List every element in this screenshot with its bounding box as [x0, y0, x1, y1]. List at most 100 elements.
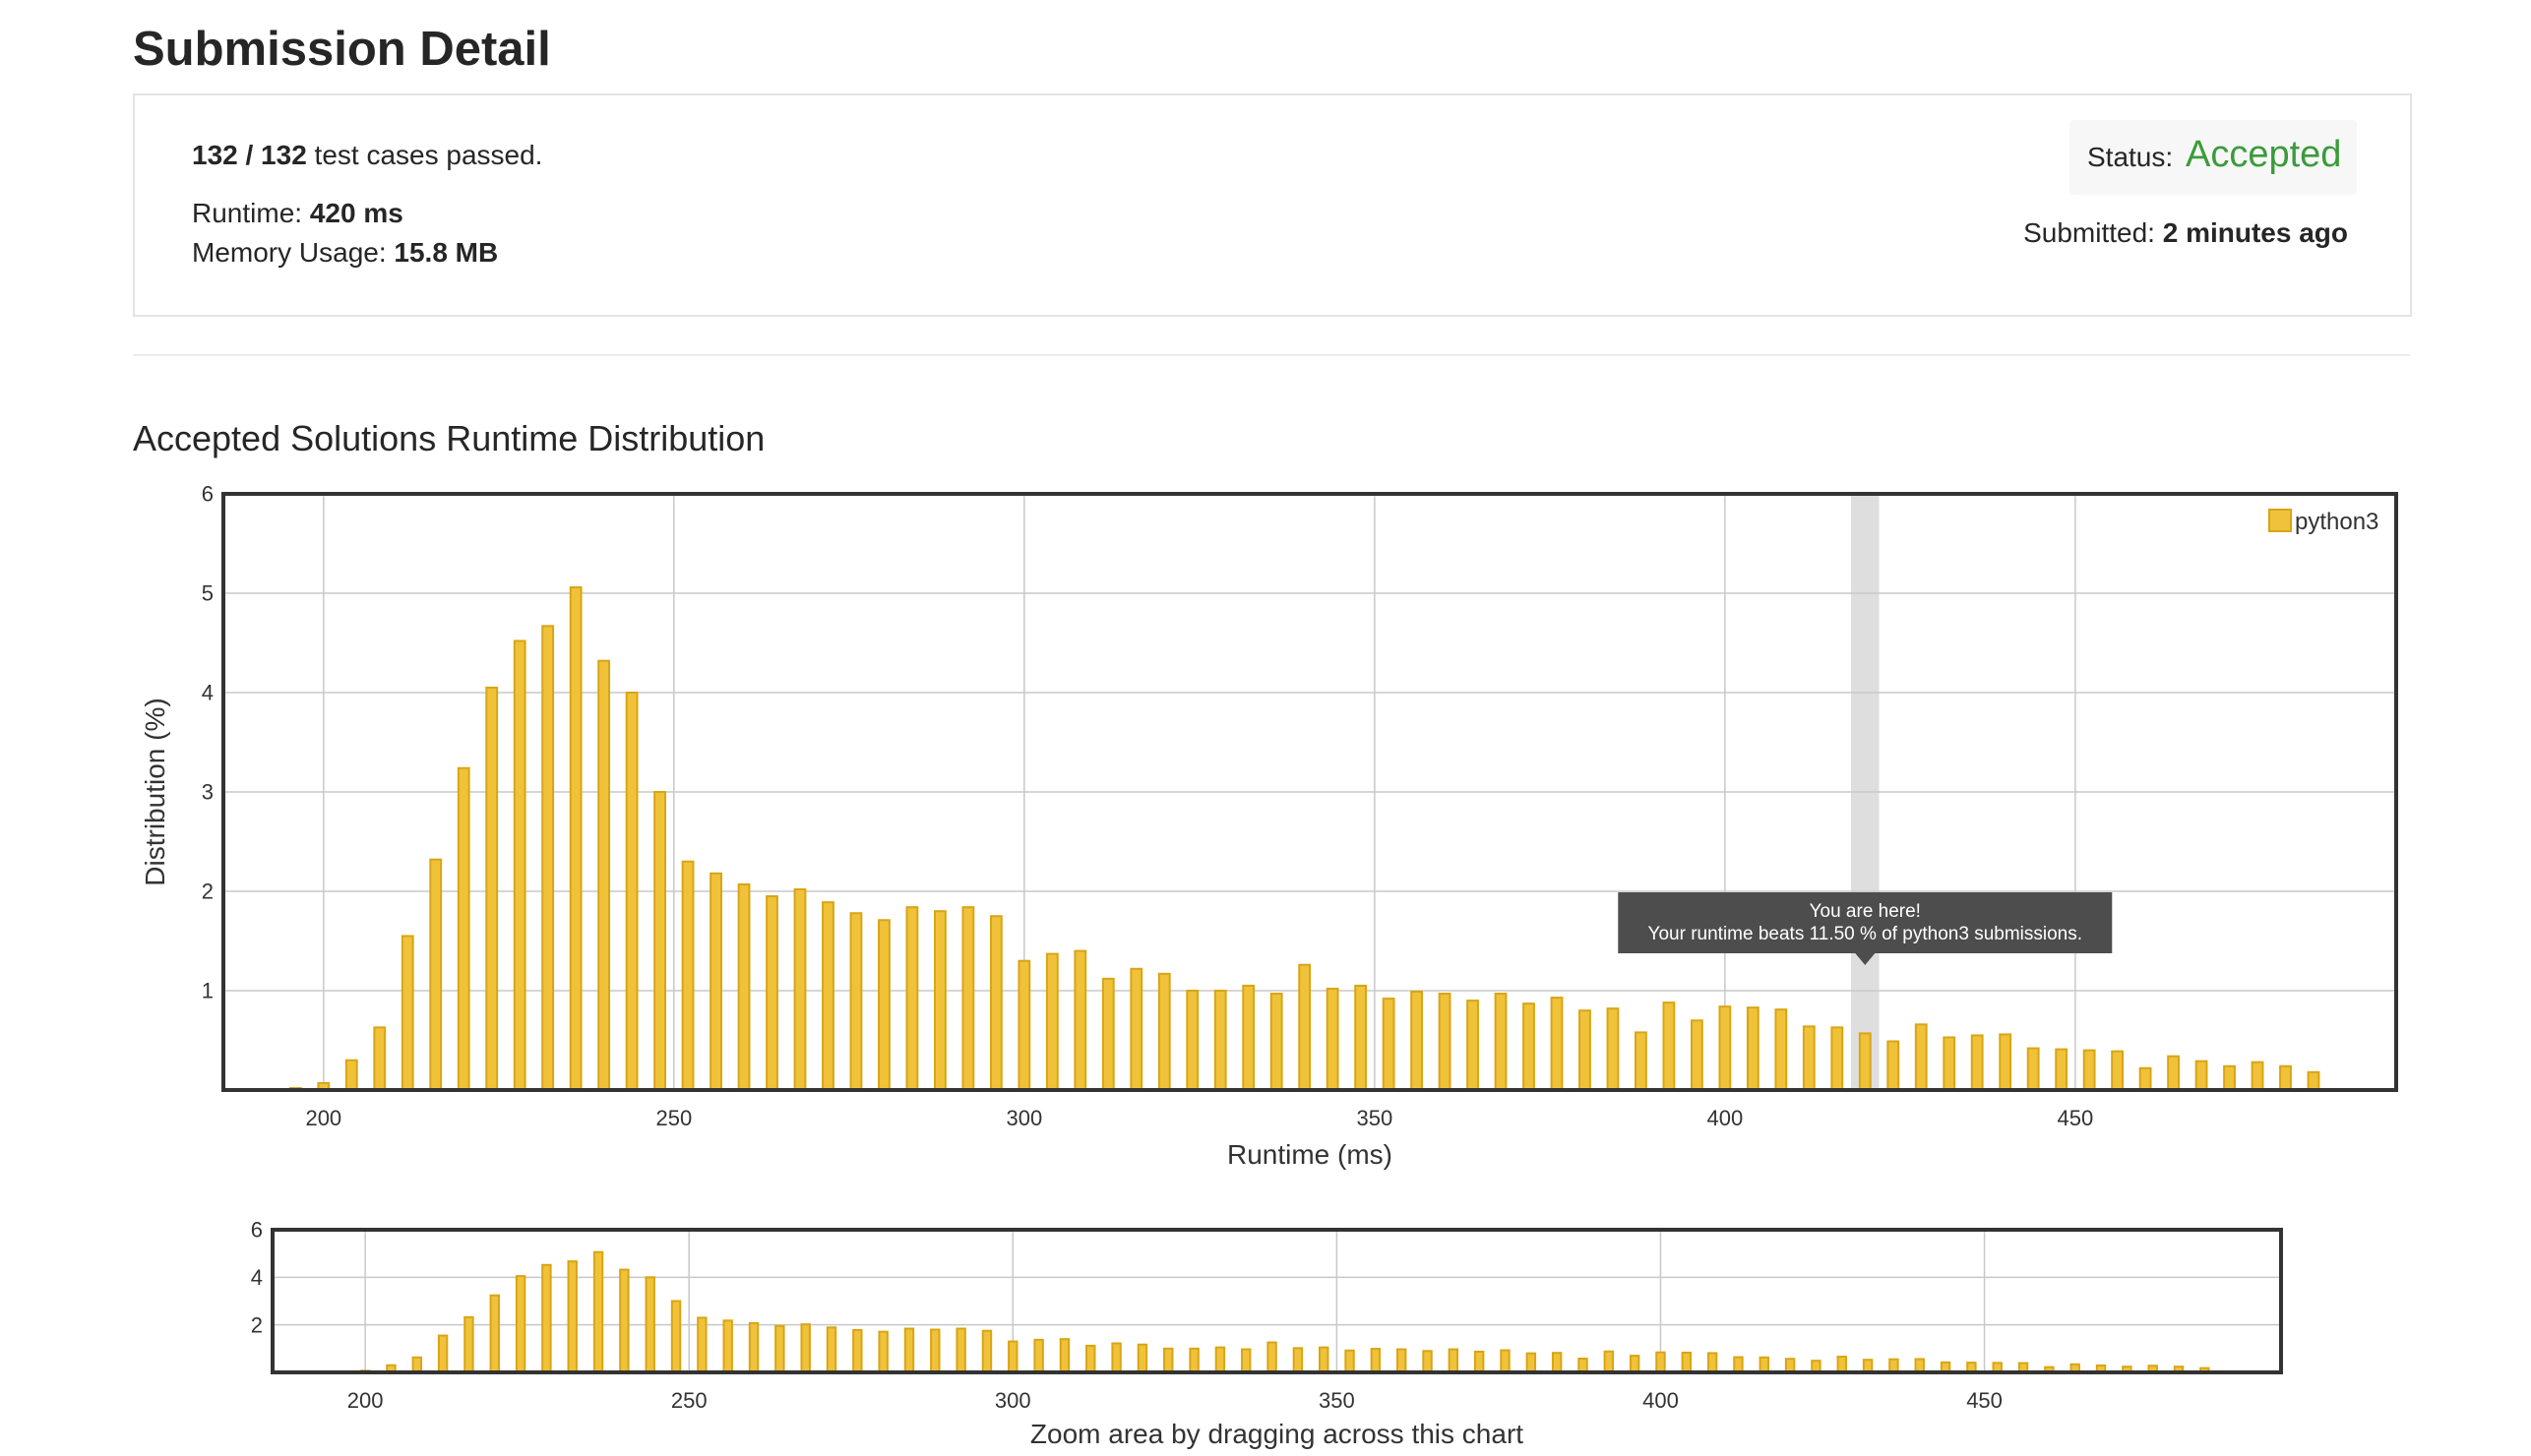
- bar-308ms[interactable]: [1059, 1338, 1071, 1373]
- bar-408ms[interactable]: [1774, 1008, 1788, 1091]
- bar-436ms[interactable]: [1970, 1034, 1984, 1091]
- bar-264ms[interactable]: [766, 895, 778, 1091]
- bar-288ms[interactable]: [933, 910, 947, 1092]
- bar-336ms[interactable]: [1241, 1348, 1252, 1374]
- bar-364ms[interactable]: [1422, 1350, 1433, 1373]
- bar-348ms[interactable]: [1354, 984, 1368, 1092]
- bar-204ms[interactable]: [344, 1059, 358, 1091]
- bar-240ms[interactable]: [619, 1268, 630, 1373]
- bar-380ms[interactable]: [1525, 1352, 1537, 1373]
- bar-368ms[interactable]: [1448, 1348, 1459, 1374]
- bar-224ms[interactable]: [515, 1275, 526, 1373]
- bar-220ms[interactable]: [457, 766, 470, 1091]
- bar-260ms[interactable]: [748, 1321, 760, 1373]
- bar-212ms[interactable]: [437, 1334, 449, 1373]
- bar-392ms[interactable]: [1662, 1001, 1676, 1091]
- bar-324ms[interactable]: [1163, 1347, 1174, 1374]
- bar-300ms[interactable]: [1008, 1340, 1019, 1374]
- bar-244ms[interactable]: [645, 1276, 655, 1374]
- bar-212ms[interactable]: [401, 935, 414, 1092]
- bar-332ms[interactable]: [1214, 1346, 1226, 1373]
- bar-412ms[interactable]: [1733, 1356, 1744, 1373]
- bar-288ms[interactable]: [930, 1328, 941, 1373]
- bar-364ms[interactable]: [1466, 1000, 1479, 1091]
- bar-216ms[interactable]: [463, 1315, 474, 1374]
- bar-272ms[interactable]: [826, 1326, 837, 1373]
- bar-256ms[interactable]: [710, 872, 722, 1091]
- bar-208ms[interactable]: [373, 1026, 387, 1091]
- legend[interactable]: python3: [2268, 509, 2378, 535]
- bar-396ms[interactable]: [1690, 1019, 1703, 1092]
- bar-440ms[interactable]: [1914, 1358, 1925, 1374]
- bar-316ms[interactable]: [1111, 1342, 1122, 1374]
- bar-216ms[interactable]: [429, 858, 443, 1091]
- bar-448ms[interactable]: [2055, 1048, 2068, 1091]
- bar-404ms[interactable]: [1681, 1351, 1693, 1373]
- bar-268ms[interactable]: [800, 1323, 811, 1374]
- bar-304ms[interactable]: [1033, 1338, 1044, 1374]
- bar-476ms[interactable]: [2251, 1061, 2264, 1091]
- bar-224ms[interactable]: [485, 686, 499, 1091]
- bar-452ms[interactable]: [2082, 1049, 2096, 1091]
- bar-432ms[interactable]: [1943, 1036, 1956, 1091]
- bar-420ms[interactable]: [1858, 1032, 1872, 1092]
- bar-328ms[interactable]: [1213, 990, 1227, 1091]
- bar-256ms[interactable]: [722, 1319, 733, 1373]
- bar-344ms[interactable]: [1326, 987, 1339, 1091]
- bar-248ms[interactable]: [670, 1300, 682, 1373]
- bar-388ms[interactable]: [1635, 1031, 1647, 1092]
- bar-280ms[interactable]: [878, 1330, 889, 1374]
- bar-316ms[interactable]: [1130, 967, 1143, 1092]
- bar-324ms[interactable]: [1186, 990, 1200, 1091]
- bar-292ms[interactable]: [956, 1327, 966, 1373]
- bar-284ms[interactable]: [905, 906, 919, 1091]
- bar-308ms[interactable]: [1074, 949, 1087, 1091]
- bar-340ms[interactable]: [1266, 1341, 1277, 1374]
- bar-268ms[interactable]: [793, 887, 807, 1091]
- bar-356ms[interactable]: [1410, 991, 1423, 1092]
- bar-392ms[interactable]: [1603, 1350, 1615, 1373]
- bar-352ms[interactable]: [1382, 998, 1395, 1092]
- bar-228ms[interactable]: [513, 639, 526, 1091]
- bar-340ms[interactable]: [1298, 963, 1312, 1091]
- bar-228ms[interactable]: [541, 1263, 552, 1374]
- bar-456ms[interactable]: [2111, 1050, 2125, 1091]
- bar-220ms[interactable]: [489, 1294, 500, 1373]
- bar-372ms[interactable]: [1522, 1002, 1535, 1092]
- bar-264ms[interactable]: [774, 1324, 785, 1373]
- bar-312ms[interactable]: [1085, 1344, 1096, 1374]
- bar-312ms[interactable]: [1101, 977, 1115, 1092]
- bar-428ms[interactable]: [1914, 1023, 1928, 1091]
- bar-352ms[interactable]: [1344, 1349, 1355, 1374]
- bar-360ms[interactable]: [1395, 1348, 1407, 1374]
- bar-464ms[interactable]: [2167, 1055, 2180, 1092]
- bar-444ms[interactable]: [2026, 1047, 2040, 1091]
- bar-252ms[interactable]: [697, 1316, 708, 1373]
- bar-424ms[interactable]: [1886, 1040, 1900, 1092]
- bar-356ms[interactable]: [1370, 1348, 1382, 1373]
- navigator-chart[interactable]: 2 4 6 200 250 300 350 400 450 Zoom area by draggi…: [251, 1218, 2283, 1449]
- bar-380ms[interactable]: [1578, 1009, 1591, 1091]
- bar-376ms[interactable]: [1500, 1349, 1511, 1374]
- bar-404ms[interactable]: [1746, 1006, 1759, 1092]
- bar-388ms[interactable]: [1577, 1357, 1588, 1373]
- bar-360ms[interactable]: [1438, 993, 1451, 1092]
- bar-416ms[interactable]: [1830, 1026, 1844, 1091]
- bar-468ms[interactable]: [2194, 1060, 2208, 1091]
- bar-292ms[interactable]: [961, 906, 975, 1091]
- bar-232ms[interactable]: [567, 1260, 578, 1374]
- status-value[interactable]: Accepted: [2186, 134, 2342, 175]
- bar-400ms[interactable]: [1718, 1005, 1732, 1091]
- bar-272ms[interactable]: [822, 901, 834, 1091]
- bar-484ms[interactable]: [2307, 1070, 2320, 1091]
- bar-400ms[interactable]: [1655, 1351, 1666, 1373]
- bar-384ms[interactable]: [1551, 1352, 1563, 1374]
- bar-260ms[interactable]: [737, 882, 751, 1091]
- bar-412ms[interactable]: [1802, 1025, 1816, 1091]
- bar-368ms[interactable]: [1494, 993, 1508, 1092]
- bar-296ms[interactable]: [981, 1329, 993, 1374]
- bar-280ms[interactable]: [878, 919, 891, 1091]
- bar-276ms[interactable]: [852, 1328, 863, 1373]
- bar-208ms[interactable]: [411, 1356, 422, 1374]
- bar-428ms[interactable]: [1836, 1356, 1847, 1374]
